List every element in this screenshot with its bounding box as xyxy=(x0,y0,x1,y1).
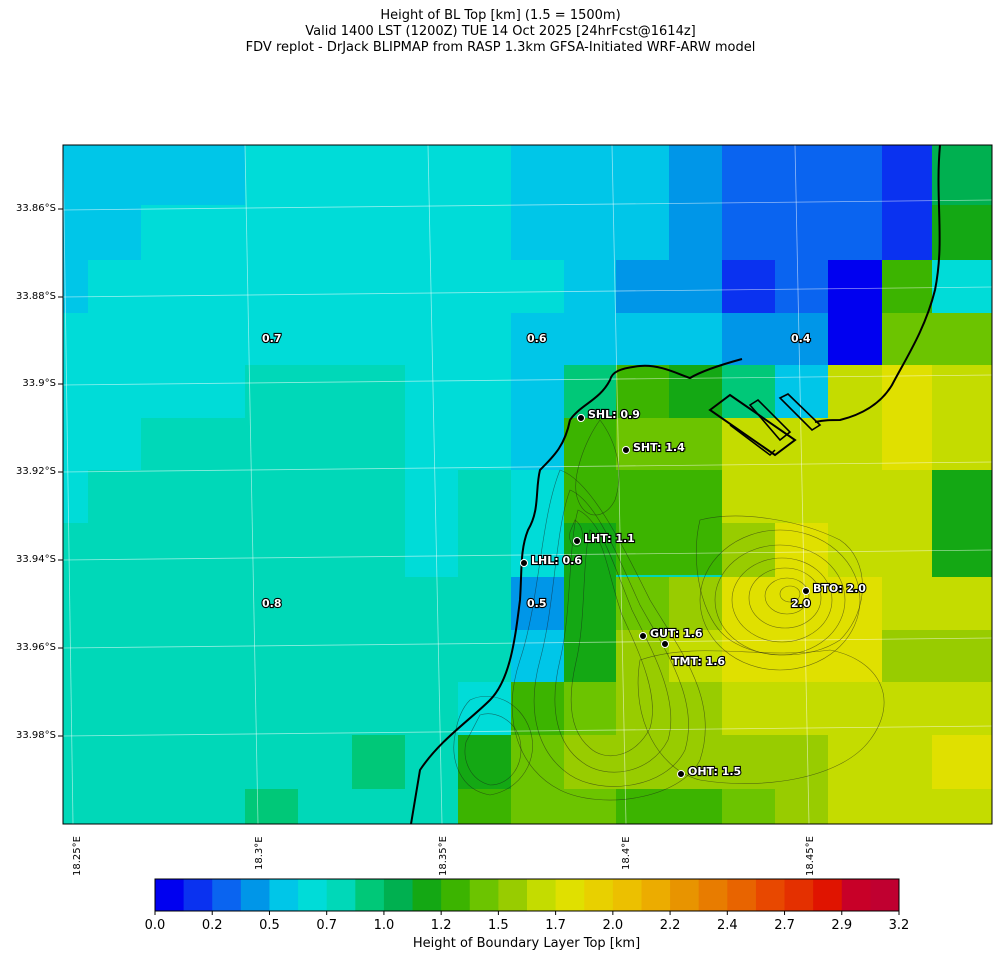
map-source: FDV replot - DrJack BLIPMAP from RASP 1.… xyxy=(245,40,756,55)
site-marker-sht[interactable] xyxy=(622,446,630,454)
colorbar-tick-label: 2.4 xyxy=(716,918,738,933)
site-marker-gut[interactable] xyxy=(639,632,647,640)
lat-label: 33.96°S xyxy=(16,642,56,653)
colorbar-tick-label: 1.5 xyxy=(488,918,509,933)
grid-value-label: 0.7 xyxy=(262,332,282,345)
colorbar-tick-label: 3.2 xyxy=(888,918,910,933)
site-label-gut: GUT: 1.6 xyxy=(650,627,703,640)
grid-value-label: 0.4 xyxy=(791,332,811,345)
map-valid-time: Valid 1400 LST (1200Z) TUE 14 Oct 2025 [… xyxy=(305,24,696,39)
site-label-oht: OHT: 1.5 xyxy=(688,765,741,778)
colorbar-cell xyxy=(555,879,585,911)
colorbar-cell xyxy=(784,879,814,911)
colorbar-tick-label: 2.2 xyxy=(659,918,681,933)
colorbar-cell xyxy=(212,879,242,911)
grid-value-label: 0.6 xyxy=(527,332,547,345)
grid-value-label: 0.8 xyxy=(262,597,282,610)
colorbar-cell xyxy=(298,879,328,911)
colorbar-cell xyxy=(183,879,213,911)
lat-label: 33.88°S xyxy=(16,291,56,302)
colorbar-cell xyxy=(584,879,614,911)
colorbar-tick-label: 1.2 xyxy=(430,918,452,933)
site-label-lht: LHT: 1.1 xyxy=(584,532,635,545)
map-title: Height of BL Top [km] (1.5 = 1500m) xyxy=(380,8,621,23)
colorbar-cell xyxy=(813,879,843,911)
colorbar-cell xyxy=(727,879,757,911)
site-marker-oht[interactable] xyxy=(677,770,685,778)
colorbar-cell xyxy=(326,879,356,911)
colorbar-cell xyxy=(355,879,385,911)
colorbar-tick-label: 0.2 xyxy=(201,918,223,933)
site-label-tmt: TMT: 1.6 xyxy=(672,655,725,668)
colorbar-cell xyxy=(870,879,900,911)
colorbar-tick-label: 0.7 xyxy=(316,918,338,933)
colorbar-cell xyxy=(527,879,557,911)
colorbar-title: Height of Boundary Layer Top [km] xyxy=(412,936,641,951)
grid-value-label: 0.5 xyxy=(527,597,547,610)
site-label-bto: BTO: 2.0 xyxy=(813,582,866,595)
lat-label: 33.92°S xyxy=(16,466,56,477)
colorbar-tick-label: 0.0 xyxy=(144,918,166,933)
colorbar-cell xyxy=(698,879,728,911)
site-marker-lht[interactable] xyxy=(573,537,581,545)
colorbar-cell xyxy=(670,879,700,911)
lat-label: 33.94°S xyxy=(16,554,56,565)
site-label-shl: SHL: 0.9 xyxy=(588,408,640,421)
colorbar-cell xyxy=(155,879,185,911)
colorbar-tick-label: 1.7 xyxy=(545,918,566,933)
site-marker-shl[interactable] xyxy=(577,414,585,422)
colorbar-tick-label: 1.0 xyxy=(373,918,395,933)
colorbar-tick-label: 0.5 xyxy=(259,918,280,933)
colorbar-cell xyxy=(755,879,786,911)
lat-label: 33.9°S xyxy=(22,378,56,389)
site-marker-bto[interactable] xyxy=(802,587,810,595)
colorbar-cell xyxy=(240,879,270,911)
colorbar-cell xyxy=(612,879,642,911)
colorbar-tick-label: 2.9 xyxy=(831,918,853,933)
site-label-sht: SHT: 1.4 xyxy=(633,441,685,454)
colorbar-cell xyxy=(498,879,528,911)
colorbar-cell xyxy=(469,879,499,911)
lat-label: 33.98°S xyxy=(16,730,56,741)
site-marker-tmt[interactable] xyxy=(661,640,669,648)
grid-value-label: 2.0 xyxy=(791,597,811,610)
site-label-lhl: LHL: 0.6 xyxy=(531,554,582,567)
lat-label: 33.86°S xyxy=(16,203,56,214)
colorbar-cell xyxy=(412,879,442,911)
colorbar-tick-label: 2.7 xyxy=(774,918,795,933)
colorbar-cell xyxy=(269,879,299,911)
colorbar-cell xyxy=(441,879,471,911)
site-marker-lhl[interactable] xyxy=(520,559,528,567)
colorbar-cell xyxy=(841,879,871,911)
colorbar-tick-label: 2.0 xyxy=(602,918,624,933)
colorbar-cell xyxy=(383,879,414,911)
colorbar-cell xyxy=(641,879,671,911)
